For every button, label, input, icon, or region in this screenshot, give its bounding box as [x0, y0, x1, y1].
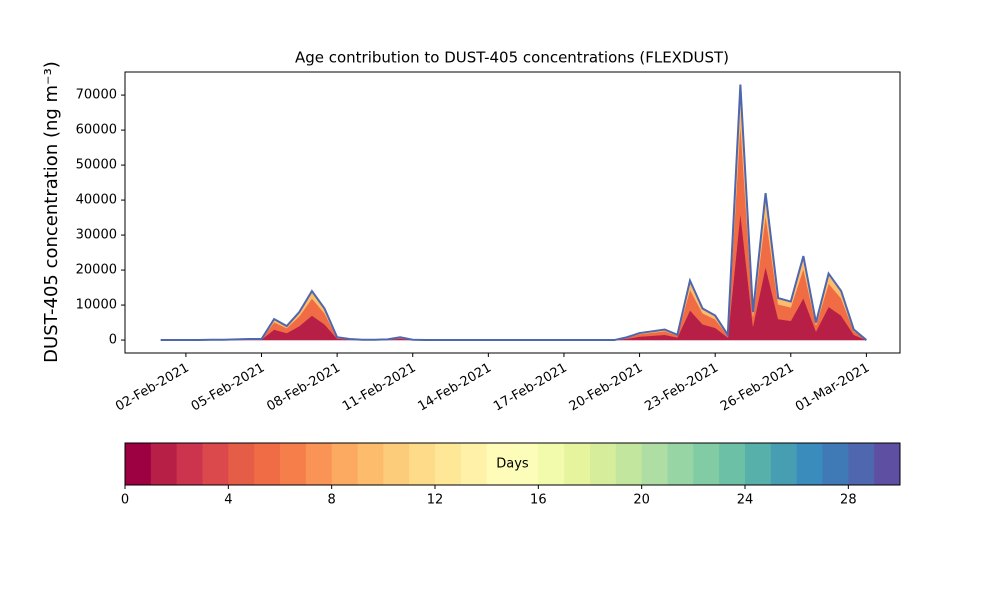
- colorbar-swatch: [176, 443, 203, 485]
- colorbar-swatch: [667, 443, 694, 485]
- x-tick-label: 01-Mar-2021: [793, 361, 872, 415]
- y-axis-label: DUST-405 concentration (ng m⁻³): [41, 61, 62, 363]
- colorbar-tick-label: 28: [840, 493, 857, 508]
- colorbar-swatch: [150, 443, 178, 485]
- colorbar-swatch: [202, 443, 229, 485]
- x-tick-label: 08-Feb-2021: [264, 361, 343, 415]
- colorbar-swatch: [409, 443, 436, 485]
- colorbar-tick-label: 8: [328, 493, 336, 508]
- colorbar-tick-label: 16: [530, 493, 547, 508]
- colorbar-swatch: [538, 443, 565, 485]
- colorbar-frame: [124, 442, 901, 486]
- colorbar-label: Days: [496, 457, 529, 472]
- y-tick-label: 70000: [76, 88, 117, 103]
- x-tick-label: 14-Feb-2021: [416, 361, 495, 415]
- colorbar-swatch: [745, 443, 772, 485]
- y-tick-label: 30000: [76, 228, 117, 243]
- colorbar-tick-label: 0: [121, 493, 129, 508]
- colorbar-swatch: [435, 443, 462, 485]
- colorbar-swatch: [305, 443, 333, 485]
- y-tick-label: 10000: [76, 298, 117, 313]
- y-tick-label: 40000: [76, 193, 117, 208]
- colorbar-swatch: [770, 443, 798, 485]
- colorbar-swatch: [874, 443, 901, 485]
- x-tick-label: 17-Feb-2021: [491, 361, 570, 415]
- colorbar-swatch: [590, 443, 617, 485]
- colorbar-swatch: [125, 443, 152, 485]
- x-tick-label: 11-Feb-2021: [340, 361, 419, 415]
- colorbar-swatch: [254, 443, 281, 485]
- colorbar-swatch: [564, 443, 591, 485]
- y-tick-label: 50000: [76, 158, 117, 173]
- colorbar-swatch: [460, 443, 488, 485]
- plot-frame: [124, 71, 901, 354]
- y-tick-label: 60000: [76, 123, 117, 138]
- colorbar-swatch: [641, 443, 668, 485]
- colorbar-swatch: [693, 443, 720, 485]
- colorbar-tick-label: 4: [224, 493, 232, 508]
- chart-title: Age contribution to DUST-405 concentrati…: [295, 49, 729, 67]
- x-tick-label: 20-Feb-2021: [567, 361, 646, 415]
- x-tick-label: 05-Feb-2021: [189, 361, 268, 415]
- colorbar-swatch: [719, 443, 746, 485]
- colorbar-swatch: [615, 443, 643, 485]
- colorbar-tick-label: 12: [427, 493, 444, 508]
- colorbar-swatch: [796, 443, 823, 485]
- x-tick-label: 02-Feb-2021: [113, 361, 192, 415]
- colorbar-swatch: [848, 443, 875, 485]
- colorbar-swatch: [512, 443, 539, 485]
- x-tick-label: 23-Feb-2021: [642, 361, 721, 415]
- y-tick-label: 20000: [76, 263, 117, 278]
- colorbar-swatch: [383, 443, 410, 485]
- colorbar-swatch: [228, 443, 255, 485]
- colorbar-swatch: [331, 443, 358, 485]
- colorbar-swatch: [357, 443, 384, 485]
- colorbar-swatch: [822, 443, 849, 485]
- colorbar-tick-label: 24: [737, 493, 754, 508]
- y-tick-label: 0: [109, 333, 117, 348]
- colorbar-swatch: [280, 443, 307, 485]
- colorbar-swatch: [486, 443, 513, 485]
- x-tick-label: 26-Feb-2021: [718, 361, 797, 415]
- colorbar-tick-label: 20: [633, 493, 650, 508]
- outline: [160, 84, 868, 342]
